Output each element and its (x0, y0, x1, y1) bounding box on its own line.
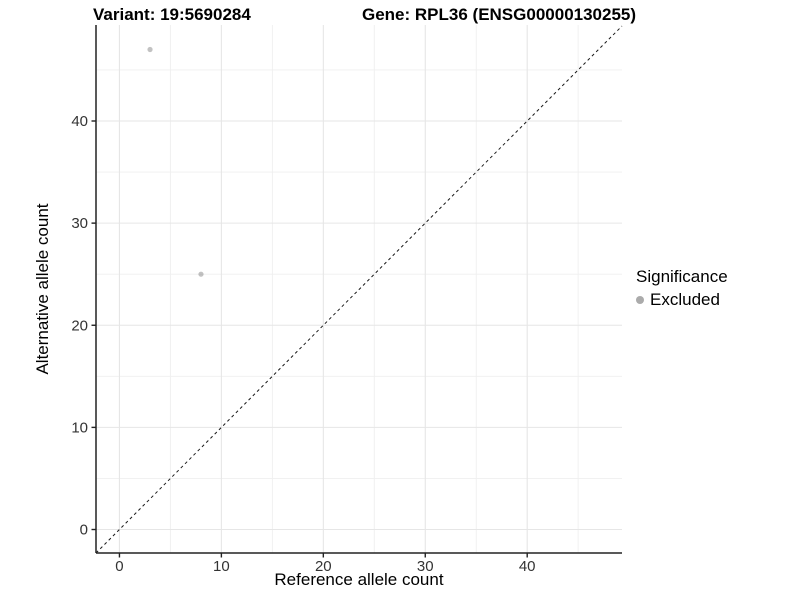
y-tick-label: 10 (71, 419, 88, 436)
legend-item-label: Excluded (650, 290, 720, 309)
plot-title-gene: Gene: RPL36 (ENSG00000130255) (362, 5, 637, 24)
legend-item-excluded: Excluded (636, 290, 728, 310)
y-tick-label: 30 (71, 215, 88, 232)
y-tick-label: 40 (71, 113, 88, 130)
excluded-point-icon (636, 296, 644, 304)
y-tick-label: 0 (80, 522, 88, 539)
x-tick-label: 40 (519, 558, 536, 575)
legend: Significance Excluded (636, 267, 728, 310)
data-point (147, 46, 153, 53)
x-tick-label: 30 (417, 558, 434, 575)
x-tick-label: 10 (213, 558, 230, 575)
x-tick-label: 0 (115, 558, 123, 575)
x-axis-title: Reference allele count (274, 570, 444, 589)
identity-line (95, 25, 623, 554)
y-axis-title: Alternative allele count (33, 203, 52, 375)
data-point (198, 271, 204, 277)
plot-title-variant: Variant: 19:5690284 (93, 5, 251, 24)
y-tick-label: 20 (71, 317, 88, 334)
legend-title: Significance (636, 267, 728, 286)
x-tick-label: 20 (315, 558, 332, 575)
